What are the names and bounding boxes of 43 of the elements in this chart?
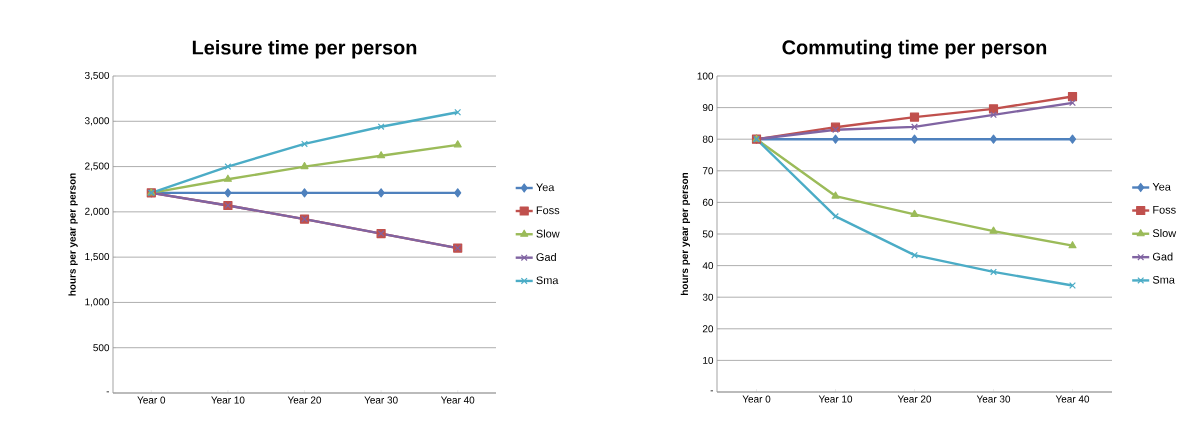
legend-label: Foss xyxy=(1153,206,1176,214)
y-tick-label: 70 xyxy=(702,167,714,175)
y-tick-label: 100 xyxy=(697,72,714,80)
y-tick-label: 20 xyxy=(702,325,714,333)
x-tick-label: Year 20 xyxy=(897,395,932,403)
y-tick-label: 30 xyxy=(702,293,714,301)
y-tick-label: 1,000 xyxy=(85,298,110,307)
x-tick-label: Year 20 xyxy=(287,396,322,404)
legend-label: Gad xyxy=(536,252,556,261)
x-tick-label: Year 30 xyxy=(976,395,1011,403)
y-tick-label: - xyxy=(106,391,110,393)
y-axis-title: hours per year per person xyxy=(68,173,78,296)
x-tick-label: Year 10 xyxy=(818,395,853,403)
legend-label: Sma xyxy=(536,276,559,285)
y-tick-label: 1,500 xyxy=(85,253,110,262)
y-tick-label: 3,500 xyxy=(84,71,110,81)
y-tick-label: 80 xyxy=(702,135,714,143)
y-axis-title: hours per year per person xyxy=(680,172,691,296)
x-tick-label: Year 30 xyxy=(364,396,398,404)
chart-title: Commuting time per person xyxy=(782,39,1047,59)
legend-label: Yea xyxy=(1152,182,1171,191)
chart-title: Leisure time per person xyxy=(192,39,417,59)
x-tick-label: Year 40 xyxy=(1055,395,1090,403)
y-tick-label: 3,000 xyxy=(84,117,110,126)
y-tick-label: 60 xyxy=(702,198,714,206)
legend-label: Foss xyxy=(536,206,560,215)
x-tick-label: Year 0 xyxy=(137,396,166,404)
legend-label: Gad xyxy=(1152,252,1173,261)
legend-label: Yea xyxy=(536,183,555,192)
y-tick-label: - xyxy=(710,390,714,392)
x-tick-label: Year 0 xyxy=(742,395,771,403)
legend-label: Sma xyxy=(1152,275,1175,284)
y-tick-label: 50 xyxy=(702,230,714,238)
y-tick-label: 500 xyxy=(93,344,110,352)
x-tick-label: Year 40 xyxy=(440,396,475,404)
y-tick-label: 90 xyxy=(702,104,714,112)
y-tick-label: 40 xyxy=(702,262,714,270)
y-tick-label: 2,500 xyxy=(85,162,110,171)
legend-label: Slow xyxy=(536,229,560,238)
legend-label: Slow xyxy=(1152,229,1177,238)
x-tick-label: Year 10 xyxy=(211,396,245,404)
y-tick-label: 2,000 xyxy=(85,207,110,216)
y-tick-label: 10 xyxy=(703,356,714,364)
